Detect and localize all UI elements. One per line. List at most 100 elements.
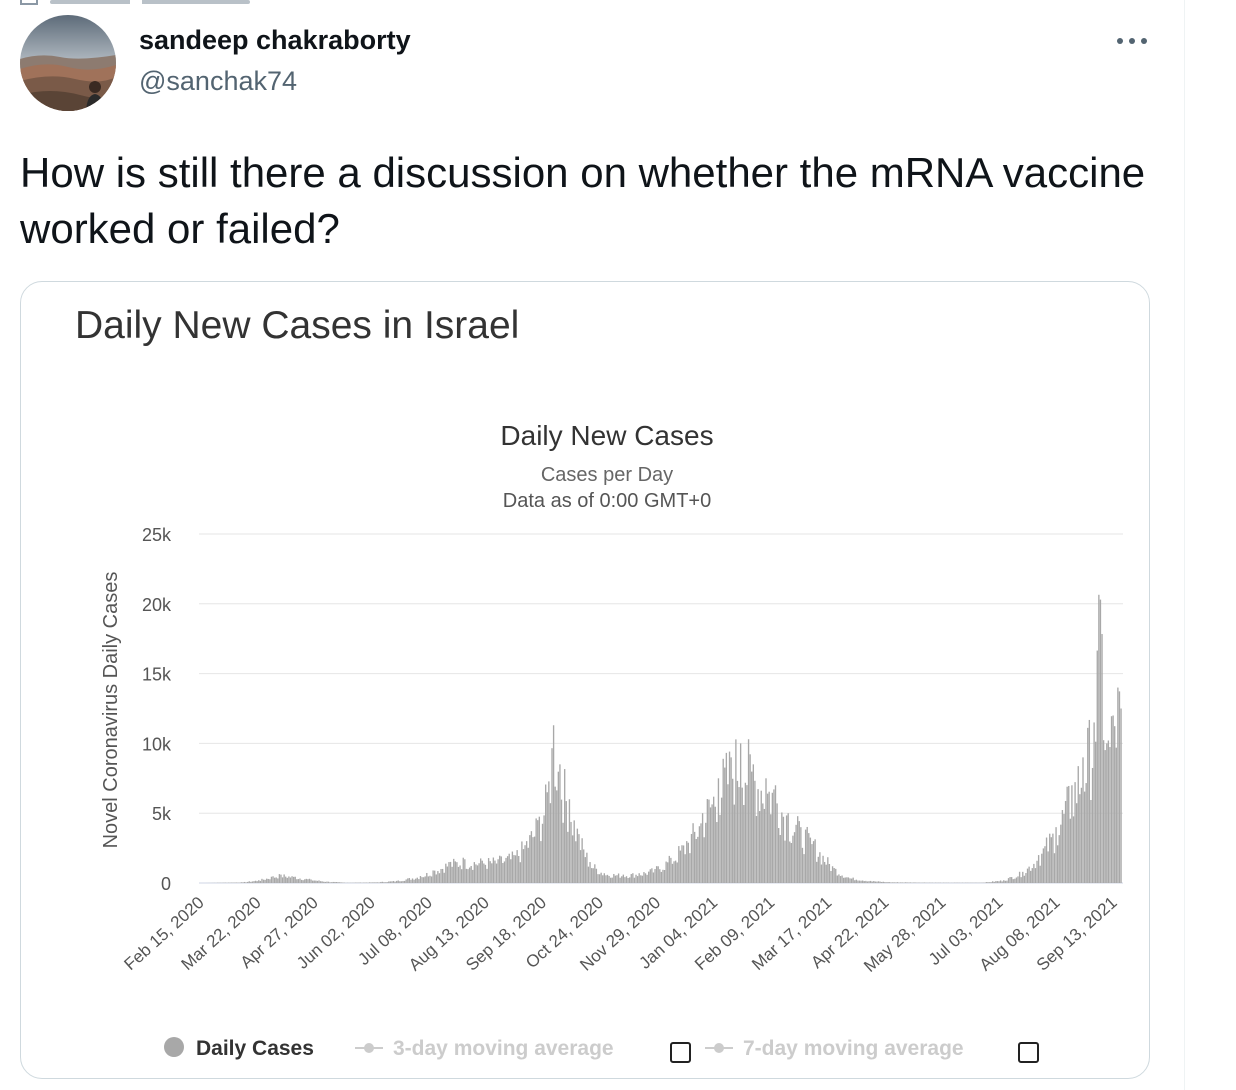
bar [660,871,663,883]
bar [313,880,315,883]
bar [627,877,629,883]
bar [1071,785,1073,883]
bar [784,840,786,883]
bar [331,882,333,883]
bar [1042,848,1045,883]
bar [245,882,247,883]
bar [1101,634,1103,883]
bar [679,850,682,883]
bar [270,876,273,883]
bar [881,881,883,883]
bar [1077,766,1079,883]
author-name[interactable]: sandeep chakraborty [139,25,411,55]
bar [400,881,403,883]
bar [735,739,737,883]
bar [987,882,989,883]
bar [376,882,379,883]
bar [755,816,758,883]
legend-label: 7-day moving average [743,1037,964,1060]
bar [243,881,246,883]
bar [877,881,880,883]
bar [1061,810,1064,883]
bar [722,758,724,883]
bar [405,879,407,883]
avatar[interactable] [20,15,116,111]
checkbox-3-day-average[interactable] [670,1042,691,1063]
bar [540,841,542,883]
bar [529,835,531,883]
y-tick-label: 0 [161,874,171,894]
bar [820,864,823,883]
bar [1049,833,1051,883]
bar [814,839,816,883]
bar [1098,594,1100,883]
bar [1033,863,1035,883]
checkbox-7-day-average[interactable] [1018,1042,1039,1063]
bar [770,814,772,883]
bar [1017,876,1019,883]
bar [711,804,713,883]
bar [1069,818,1072,883]
bar [648,871,650,883]
bar [828,863,831,883]
bar [713,796,715,883]
bar [774,785,777,883]
bar [852,877,854,883]
bar [739,743,742,883]
bar [602,875,604,883]
bar [543,815,545,883]
bar [655,866,658,883]
legend-item[interactable]: 3-day moving average [355,1037,614,1060]
bar [480,858,482,883]
bar [499,855,501,883]
more-horizontal-icon [1117,38,1147,44]
bar [1037,855,1040,883]
bar [833,868,835,883]
bar [705,822,707,883]
bar [693,831,696,883]
bar [594,864,596,883]
y-axis-label: Novel Coronavirus Daily Cases [100,572,122,849]
bar [394,881,396,883]
bar [1045,837,1048,883]
bar [590,868,593,883]
legend[interactable]: Daily Cases 3-day moving average 7-day mov… [164,1037,1039,1063]
bar [1018,871,1021,883]
bar [562,822,564,883]
bar [484,864,487,883]
bar [1036,860,1038,883]
bar [906,882,908,883]
bar [568,799,571,883]
bar [876,881,878,883]
bar [396,880,398,883]
bar [1114,726,1116,883]
bar [1096,650,1098,883]
legend-item[interactable]: 7-day moving average [705,1037,964,1060]
bar [649,869,651,883]
legend-item[interactable]: Daily Cases [164,1037,314,1060]
bar [242,882,244,883]
bar [497,859,499,883]
bar [646,874,648,883]
bar [570,821,572,883]
chart-card[interactable]: Daily New Cases in Israel Daily New Case… [20,281,1150,1079]
bar [415,878,417,883]
more-button[interactable] [1112,26,1152,56]
bar [689,853,691,883]
bar [787,813,789,883]
bar [575,841,577,883]
bar [792,835,794,883]
timeline-divider [1184,0,1185,1090]
bar [460,869,463,883]
bar [676,862,678,883]
bar [795,824,797,883]
bar [644,873,647,883]
bar [518,856,520,883]
bar [640,875,642,883]
bar [1012,879,1014,883]
author-handle[interactable]: @sanchak74 [139,66,298,96]
bar [581,838,583,883]
bar [337,882,339,883]
bar [895,882,897,883]
bar [888,882,891,883]
